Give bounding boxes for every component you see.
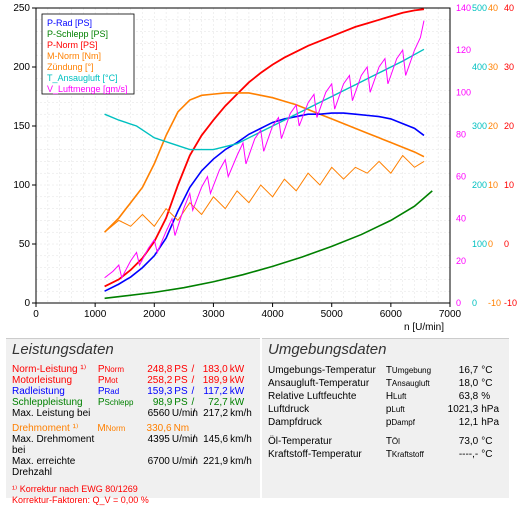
svg-text:n [U/min]: n [U/min] bbox=[404, 322, 444, 333]
svg-text:0: 0 bbox=[33, 309, 39, 320]
max-drehzahl-row: Max. erreichte Drehzahl 6700U/min/ 221,9… bbox=[12, 456, 254, 478]
svg-text:6000: 6000 bbox=[380, 309, 403, 320]
svg-text:200: 200 bbox=[472, 180, 487, 190]
svg-text:T_Ansaugluft [°C]: T_Ansaugluft [°C] bbox=[47, 73, 118, 83]
leistung-row: Schleppleistung PSchlepp 98,9 PS / 72,7 … bbox=[12, 397, 254, 408]
leistung-row: Radleistung PRad 159,3 PS / 117,2 kW bbox=[12, 386, 254, 397]
svg-text:5000: 5000 bbox=[321, 309, 344, 320]
svg-text:7000: 7000 bbox=[439, 309, 462, 320]
svg-text:120: 120 bbox=[456, 45, 471, 55]
svg-text:P-Schlepp [PS]: P-Schlepp [PS] bbox=[47, 29, 108, 39]
svg-text:100: 100 bbox=[456, 87, 471, 97]
umgebungsdaten-panel: Umgebungsdaten Umgebungs-Temperatur TUmg… bbox=[262, 338, 509, 498]
svg-text:250: 250 bbox=[13, 3, 30, 14]
svg-text:150: 150 bbox=[13, 121, 30, 132]
umgebung-row: Öl-Temperatur TÖl 73,0 °C bbox=[268, 435, 503, 448]
umgebung-row: Relative Luftfeuchte HLuft 63,8 % bbox=[268, 390, 503, 403]
svg-text:300: 300 bbox=[472, 121, 487, 131]
svg-text:P-Norm [PS]: P-Norm [PS] bbox=[47, 40, 98, 50]
drehmoment-row: Drehmoment ¹⁾ MNorm 330,6 Nm bbox=[12, 423, 254, 434]
svg-text:140: 140 bbox=[456, 3, 471, 13]
dyno-chart: 0100020003000400050006000700005010015020… bbox=[0, 0, 517, 338]
svg-text:1000: 1000 bbox=[84, 309, 107, 320]
svg-text:0: 0 bbox=[504, 239, 509, 249]
svg-text:100: 100 bbox=[472, 239, 487, 249]
svg-text:40: 40 bbox=[504, 3, 514, 13]
korrektur-footer: ¹⁾ Korrektur nach EWG 80/1269Korrektur-F… bbox=[6, 484, 260, 509]
svg-text:30: 30 bbox=[488, 62, 498, 72]
svg-text:V_Luftmenge [gm/s]: V_Luftmenge [gm/s] bbox=[47, 84, 128, 94]
svg-text:40: 40 bbox=[488, 3, 498, 13]
umgebung-row: Umgebungs-Temperatur TUmgebung 16,7 °C bbox=[268, 364, 503, 377]
umgebung-row: Luftdruck pLuft 1021,3 hPa bbox=[268, 403, 503, 416]
svg-text:400: 400 bbox=[472, 62, 487, 72]
svg-text:4000: 4000 bbox=[261, 309, 284, 320]
svg-text:30: 30 bbox=[504, 62, 514, 72]
svg-text:M-Norm [Nm]: M-Norm [Nm] bbox=[47, 51, 101, 61]
leistungsdaten-title: Leistungsdaten bbox=[6, 339, 260, 360]
max-drehmoment-row: Max. Drehmoment bei 4395U/min/ 145,6km/h bbox=[12, 434, 254, 456]
svg-text:200: 200 bbox=[13, 62, 30, 73]
svg-text:50: 50 bbox=[19, 239, 31, 250]
svg-text:0: 0 bbox=[488, 239, 493, 249]
svg-text:0: 0 bbox=[472, 298, 477, 308]
svg-text:P-Rad [PS]: P-Rad [PS] bbox=[47, 18, 92, 28]
svg-text:10: 10 bbox=[488, 180, 498, 190]
svg-text:20: 20 bbox=[456, 256, 466, 266]
leistung-row: Norm-Leistung ¹⁾ PNorm 248,8 PS / 183,0 … bbox=[12, 364, 254, 375]
svg-text:-10: -10 bbox=[488, 298, 501, 308]
umgebung-row: Kraftstoff-Temperatur TKraftstoff ----,-… bbox=[268, 448, 503, 461]
umgebungsdaten-title: Umgebungsdaten bbox=[262, 339, 509, 360]
svg-text:3000: 3000 bbox=[202, 309, 225, 320]
svg-text:2000: 2000 bbox=[143, 309, 166, 320]
leistung-row: Motorleistung PMot 258,2 PS / 189,9 kW bbox=[12, 375, 254, 386]
svg-text:100: 100 bbox=[13, 180, 30, 191]
svg-text:20: 20 bbox=[488, 121, 498, 131]
svg-text:10: 10 bbox=[504, 180, 514, 190]
leistungsdaten-panel: Leistungsdaten Norm-Leistung ¹⁾ PNorm 24… bbox=[6, 338, 260, 498]
umgebung-row: Dampfdruck pDampf 12,1 hPa bbox=[268, 416, 503, 429]
svg-text:-10: -10 bbox=[504, 298, 517, 308]
svg-text:0: 0 bbox=[24, 298, 30, 309]
svg-text:Zündung [°]: Zündung [°] bbox=[47, 62, 94, 72]
svg-text:40: 40 bbox=[456, 214, 466, 224]
svg-text:60: 60 bbox=[456, 172, 466, 182]
umgebung-row: Ansaugluft-Temperatur TAnsaugluft 18,0 °… bbox=[268, 377, 503, 390]
max-leistung-row: Max. Leistung bei 6560U/min/ 217,2km/h bbox=[12, 408, 254, 419]
svg-text:80: 80 bbox=[456, 129, 466, 139]
svg-text:500: 500 bbox=[472, 3, 487, 13]
svg-text:20: 20 bbox=[504, 121, 514, 131]
svg-text:0: 0 bbox=[456, 298, 461, 308]
